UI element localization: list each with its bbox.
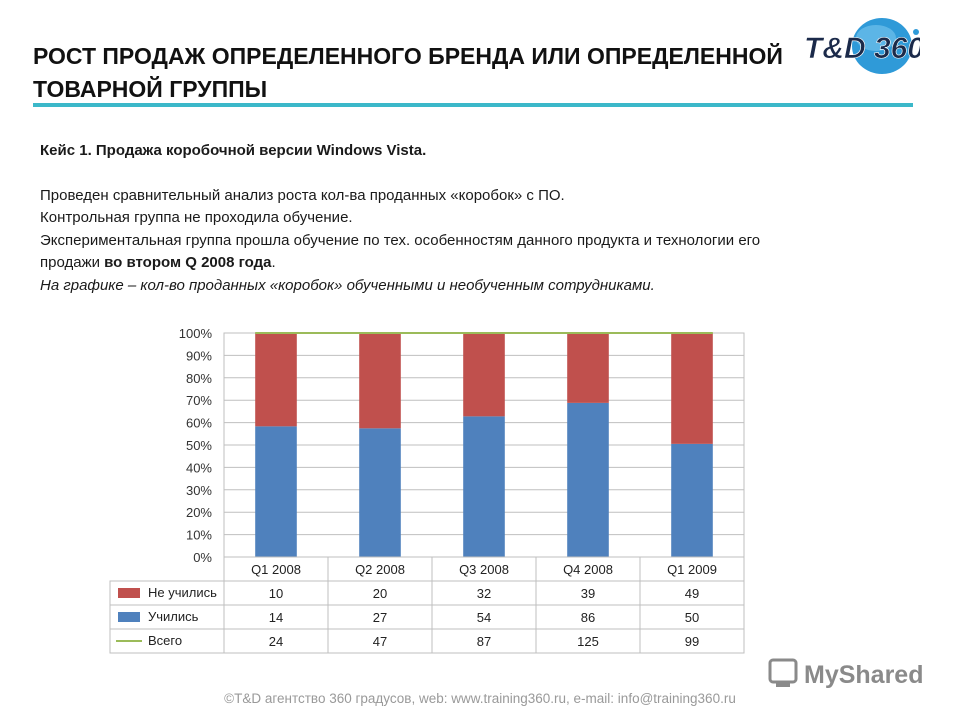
watermark-icon [768, 658, 798, 684]
y-tick-label: 90% [186, 348, 212, 363]
table-value: 49 [685, 586, 699, 601]
table-value: 10 [269, 586, 283, 601]
table-category-label: Q3 2008 [459, 562, 509, 577]
watermark-text: MyShared [804, 661, 923, 689]
brand-logo: T&D 360 [804, 18, 920, 74]
y-tick-label: 60% [186, 416, 212, 431]
table-category-label: Q1 2009 [667, 562, 717, 577]
bar-Не учились [463, 333, 505, 417]
bar-Не учились [671, 333, 713, 444]
table-value: 27 [373, 610, 387, 625]
y-tick-label: 20% [186, 505, 212, 520]
bar-Не учились [255, 333, 297, 427]
table-value: 50 [685, 610, 699, 625]
legend-key-Учились [118, 612, 140, 622]
table-value: 47 [373, 634, 387, 649]
y-tick-label: 100% [179, 326, 213, 341]
table-category-label: Q2 2008 [355, 562, 405, 577]
text-line-3: Экспериментальная группа прошла обучение… [40, 231, 761, 249]
text-line-1: Проведен сравнительный анализ роста кол-… [40, 186, 565, 204]
table-value: 20 [373, 586, 387, 601]
table-value: 32 [477, 586, 491, 601]
text-line-5: На графике – кол-во проданных «коробок» … [40, 276, 655, 294]
y-tick-label: 50% [186, 438, 212, 453]
bar-Учились [359, 428, 401, 557]
bar-Учились [671, 443, 713, 557]
watermark: MyShared [768, 658, 923, 689]
table-category-label: Q4 2008 [563, 562, 613, 577]
text-line-4-bold: во втором Q 2008 года [104, 254, 272, 271]
title-divider [33, 103, 913, 107]
table-value: 14 [269, 610, 283, 625]
legend-label: Учились [148, 609, 199, 624]
table-category-label: Q1 2008 [251, 562, 301, 577]
text-line-4: продажи во втором Q 2008 года. [40, 252, 920, 275]
page-title: РОСТ ПРОДАЖ ОПРЕДЕЛЕННОГО БРЕНДА ИЛИ ОПР… [33, 40, 793, 106]
stacked-bar-chart: 0% 10% 20% 30% 40% 50% 60% 70% 80% 90% 100% Q1 2008… [109, 326, 745, 654]
case-description: Кейс 1. Продажа коробочной версии Window… [40, 140, 920, 297]
y-tick-label: 0% [193, 550, 212, 565]
bar-Учились [255, 426, 297, 557]
table-value: 39 [581, 586, 595, 601]
y-tick-label: 80% [186, 371, 212, 386]
table-value: 87 [477, 634, 491, 649]
title-line-1: РОСТ ПРОДАЖ ОПРЕДЕЛЕННОГО БРЕНДА ИЛИ ОПР… [33, 43, 783, 69]
text-line-4-suffix: . [271, 254, 276, 271]
y-tick-label: 70% [186, 393, 212, 408]
y-tick-label: 10% [186, 528, 212, 543]
bar-Не учились [567, 333, 609, 403]
table-value: 125 [577, 634, 599, 649]
legend-key-Не учились [118, 588, 140, 598]
case-title: Кейс 1. Продажа коробочной версии Window… [40, 142, 427, 159]
legend-label: Не учились [148, 585, 217, 600]
text-line-2: Контрольная группа не проходила обучение… [40, 209, 353, 226]
title-line-2: ТОВАРНОЙ ГРУППЫ [33, 76, 268, 102]
bar-Учились [463, 416, 505, 557]
table-value: 86 [581, 610, 595, 625]
text-line-4-prefix: продажи [40, 254, 105, 271]
table-value: 99 [685, 634, 699, 649]
table-value: 24 [269, 634, 283, 649]
bar-Учились [567, 402, 609, 557]
bar-Не учились [359, 333, 401, 429]
logo-text: T&D 360 [804, 32, 920, 65]
table-value: 54 [477, 610, 491, 625]
y-tick-label: 40% [186, 460, 212, 475]
plot-area: 0% 10% 20% 30% 40% 50% 60% 70% 80% 90% 100% Q1 2008… [109, 326, 745, 654]
legend-label: Всего [148, 633, 182, 648]
y-tick-label: 30% [186, 483, 212, 498]
footer-text: ©T&D агентство 360 градусов, web: www.tr… [224, 691, 736, 706]
